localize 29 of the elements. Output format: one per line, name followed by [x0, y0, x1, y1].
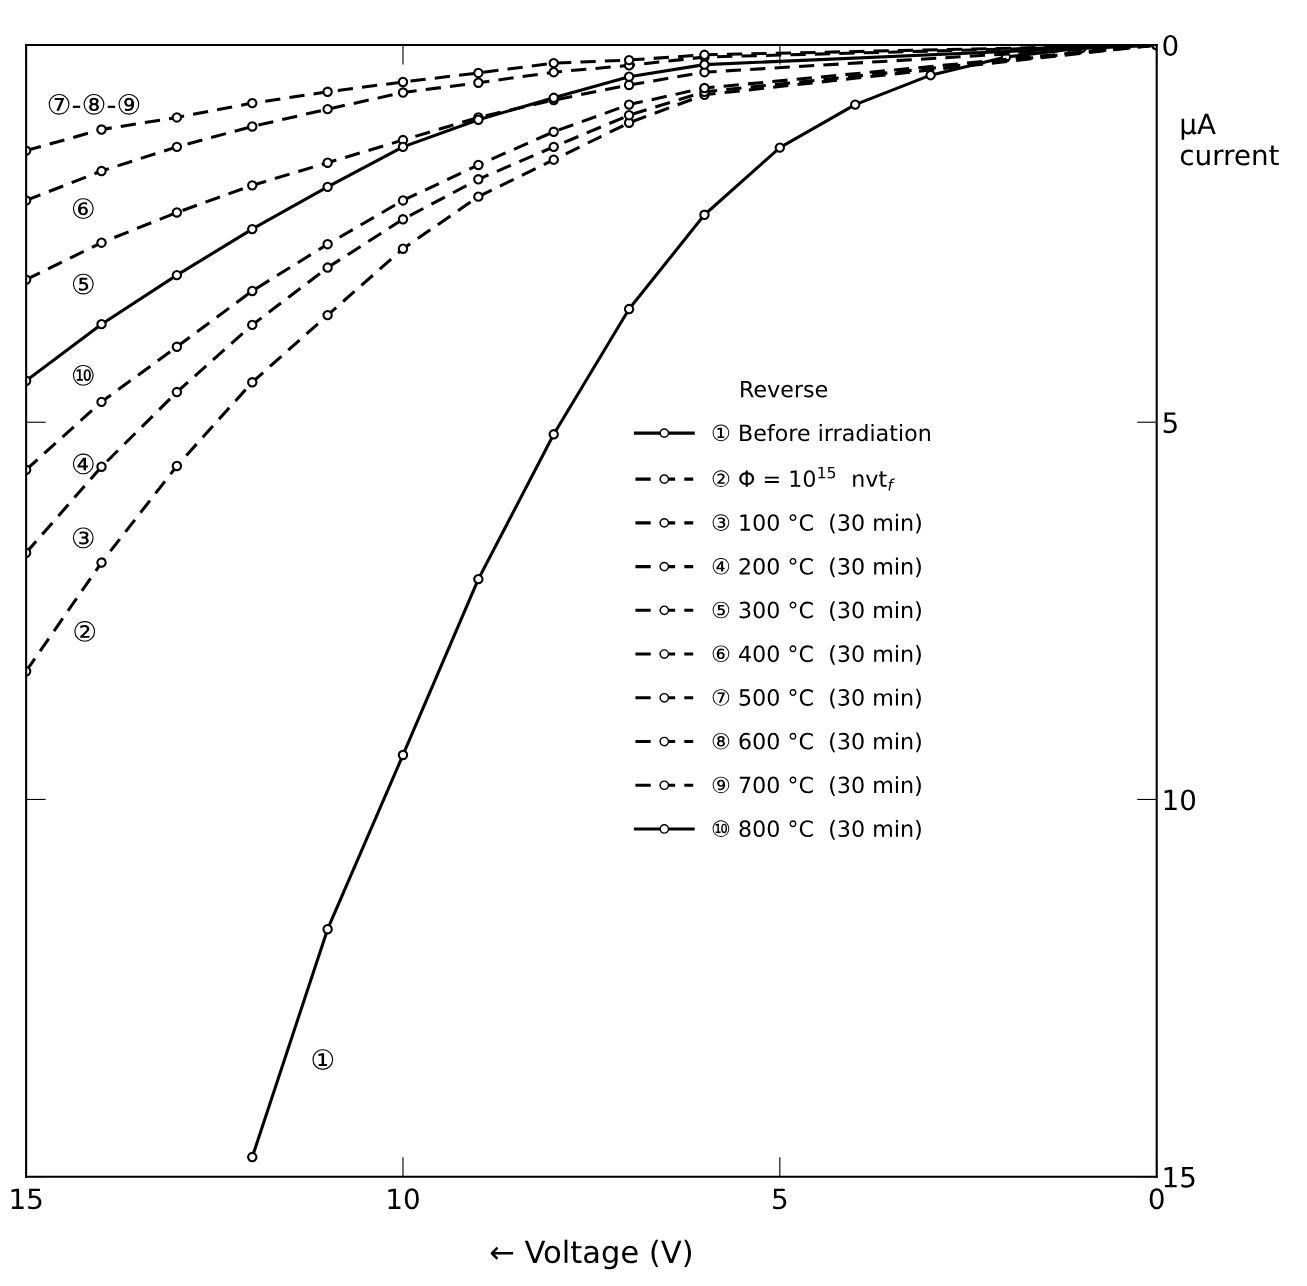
- y-axis-title: μA current: [1180, 113, 1279, 166]
- y-tick-label: 5: [1163, 412, 1177, 434]
- annotation: ②: [74, 621, 96, 642]
- annotation: ⑤: [72, 273, 94, 295]
- legend-label: ⑧ 600 °C (30 min): [712, 732, 921, 753]
- x-tick-label: 0: [1149, 1188, 1164, 1210]
- x-axis-title: ← Voltage (V): [490, 1239, 691, 1270]
- y-tick-label: 0: [1163, 34, 1178, 56]
- x-tick-label: 15: [11, 1188, 42, 1210]
- legend-label: ① Before irradiation: [712, 424, 930, 442]
- annotation: ⑥: [72, 198, 94, 220]
- x-tick-label: 5: [773, 1188, 787, 1210]
- legend-label: ⑩ 800 °C (30 min): [712, 819, 921, 840]
- legend-label: ⑤ 300 °C (30 min): [712, 601, 921, 622]
- annotation: ③: [72, 527, 94, 549]
- annotation: ⑩: [72, 364, 94, 386]
- legend-label: ④ 200 °C (30 min): [712, 557, 921, 578]
- legend-title: Reverse: [741, 381, 828, 398]
- legend-label: ⑦ 500 °C (30 min): [712, 688, 921, 709]
- x-tick-label: 10: [388, 1188, 419, 1210]
- annotation: ④: [72, 453, 94, 475]
- legend-label: ⑥ 400 °C (30 min): [712, 644, 921, 665]
- annotation: ①: [312, 1049, 334, 1070]
- annotation: ⑦-⑧-⑨: [48, 93, 140, 115]
- y-tick-label: 15: [1164, 1166, 1195, 1188]
- legend-label: ③ 100 °C (30 min): [712, 513, 921, 534]
- legend-label: ② Φ = 10$^{15}$ nvt$_{f}$: [712, 466, 895, 491]
- legend-label: ⑨ 700 °C (30 min): [712, 776, 921, 796]
- y-tick-label: 10: [1164, 789, 1196, 811]
